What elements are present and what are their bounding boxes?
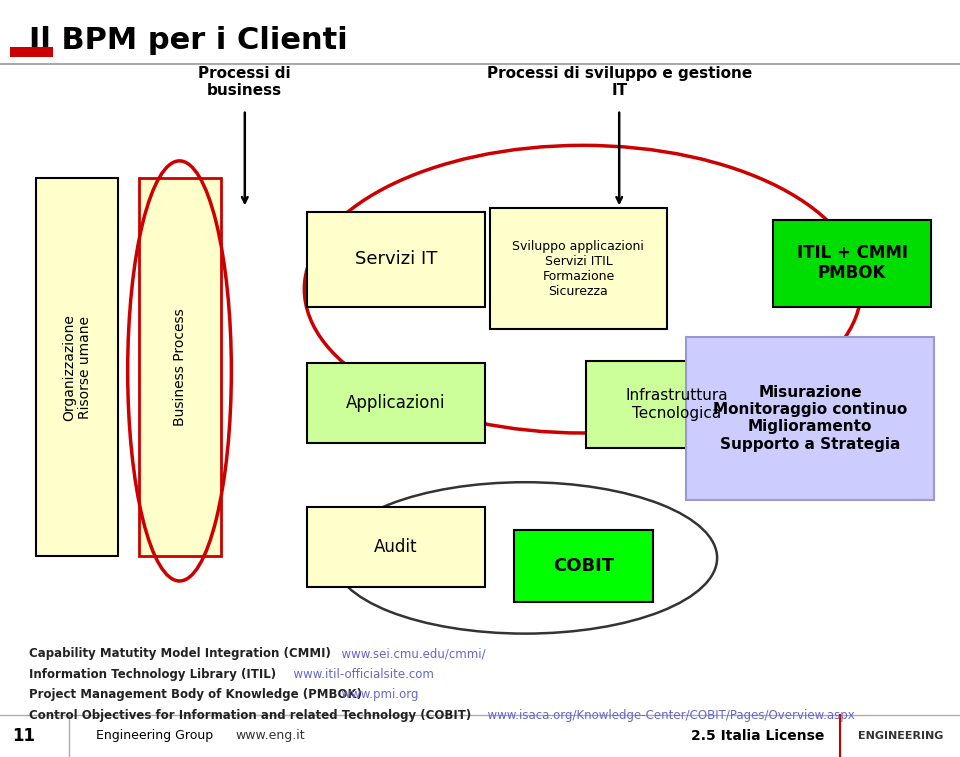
FancyBboxPatch shape xyxy=(490,208,667,329)
Text: 11: 11 xyxy=(12,727,36,745)
Text: Sviluppo applicazioni
Servizi ITIL
Formazione
Sicurezza: Sviluppo applicazioni Servizi ITIL Forma… xyxy=(513,240,644,298)
FancyBboxPatch shape xyxy=(139,178,221,556)
FancyBboxPatch shape xyxy=(686,337,934,500)
Text: ITIL + CMMI
PMBOK: ITIL + CMMI PMBOK xyxy=(797,244,907,282)
Text: Misurazione
Monitoraggio continuo
Miglioramento
Supporto a Strategia: Misurazione Monitoraggio continuo Miglio… xyxy=(713,385,907,452)
Text: Engineering Group: Engineering Group xyxy=(96,729,213,743)
FancyBboxPatch shape xyxy=(307,363,485,443)
Text: COBIT: COBIT xyxy=(553,557,613,575)
Text: ENGINEERING: ENGINEERING xyxy=(858,731,943,741)
Text: Audit: Audit xyxy=(374,538,418,556)
Text: Project Management Body of Knowledge (PMBOK): Project Management Body of Knowledge (PM… xyxy=(29,688,362,701)
Text: Infrastruttura
Tecnologica: Infrastruttura Tecnologica xyxy=(626,388,728,421)
FancyBboxPatch shape xyxy=(307,212,485,307)
FancyBboxPatch shape xyxy=(586,361,768,448)
FancyBboxPatch shape xyxy=(514,530,653,602)
Text: Capability Matutity Model Integration (CMMI): Capability Matutity Model Integration (C… xyxy=(29,647,330,660)
Text: www.eng.it: www.eng.it xyxy=(235,729,305,743)
FancyBboxPatch shape xyxy=(36,178,118,556)
Text: www.sei.cmu.edu/cmmi/: www.sei.cmu.edu/cmmi/ xyxy=(334,647,486,660)
Text: www.isaca.org/Knowledge-Center/COBIT/Pages/Overview.aspx: www.isaca.org/Knowledge-Center/COBIT/Pag… xyxy=(480,709,855,721)
Text: Control Objectives for Information and related Technology (COBIT): Control Objectives for Information and r… xyxy=(29,709,471,721)
Text: Organizzazione
Risorse umane: Organizzazione Risorse umane xyxy=(62,313,92,421)
Text: Servizi IT: Servizi IT xyxy=(355,251,437,268)
Text: www.pmi.org: www.pmi.org xyxy=(334,688,419,701)
Text: Processi di sviluppo e gestione
IT: Processi di sviluppo e gestione IT xyxy=(487,66,752,98)
Text: Business Process: Business Process xyxy=(173,308,187,426)
FancyBboxPatch shape xyxy=(773,220,931,307)
Text: Processi di
business: Processi di business xyxy=(199,66,291,98)
Text: 2.5 Italia License: 2.5 Italia License xyxy=(691,729,825,743)
Text: Il BPM per i Clienti: Il BPM per i Clienti xyxy=(29,26,348,55)
Bar xyxy=(10,47,53,57)
Text: Applicazioni: Applicazioni xyxy=(347,394,445,412)
FancyBboxPatch shape xyxy=(307,507,485,587)
Text: Information Technology Library (ITIL): Information Technology Library (ITIL) xyxy=(29,668,276,681)
Text: www.itil-officialsite.com: www.itil-officialsite.com xyxy=(286,668,434,681)
